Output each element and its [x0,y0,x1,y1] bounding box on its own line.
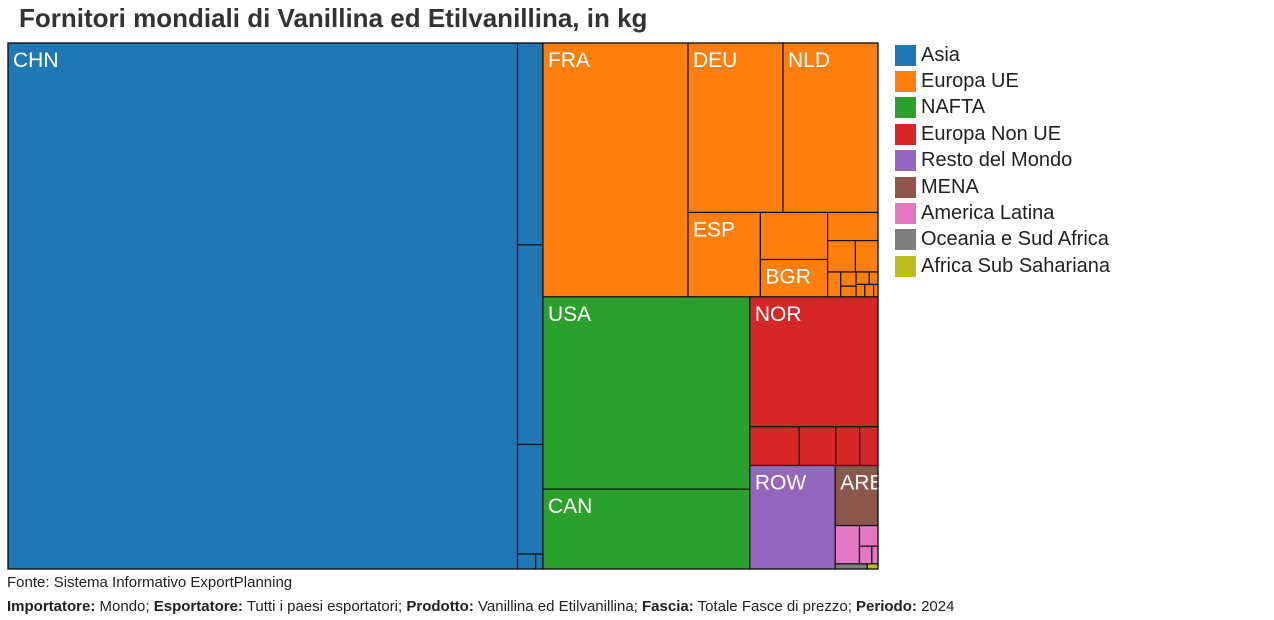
product-value: Vanillina ed Etilvanillina; [478,598,638,615]
legend-swatch [895,150,916,172]
treemap-tile[interactable] [542,42,689,298]
treemap-tile[interactable] [859,426,879,467]
treemap-tile[interactable] [516,42,544,246]
legend: Asia Europa UE NAFTA Europa Non UE Resto del… [895,42,1110,280]
treemap-tile[interactable] [759,211,829,261]
legend-item[interactable]: America Latina [895,200,1110,226]
treemap-tile[interactable] [840,271,857,287]
legend-swatch [895,44,916,66]
treemap-tile[interactable] [687,211,761,298]
tile-label: ROW [755,472,807,495]
period-value: 2024 [921,598,955,615]
treemap-tile[interactable] [749,296,879,428]
exporter-label: Esportatore: [153,598,243,615]
treemap-tile[interactable] [759,258,829,298]
treemap-tile[interactable] [855,271,870,286]
treemap-tile[interactable] [834,524,861,565]
treemap-tile[interactable] [871,545,879,565]
legend-label: Oceania e Sud Africa [921,228,1109,251]
treemap-tile[interactable] [866,563,879,570]
period-label: Periodo: [856,598,917,615]
chart-title: Fornitori mondiali di Vanillina ed Etilv… [19,3,648,33]
treemap-tile[interactable] [516,443,544,555]
treemap-frame [7,42,879,570]
treemap-tile[interactable] [826,239,857,273]
importer-value: Mondo; [99,598,150,615]
filter-summary: Importatore: Mondo; Esportatore: Tutti i… [7,598,954,615]
tile-label: CAN [548,495,592,518]
treemap-tile[interactable] [840,285,857,298]
treemap-tile[interactable] [749,464,836,570]
band-value: Totale Fasce di prezzo; [697,598,852,615]
treemap-tile[interactable] [516,553,537,570]
treemap-tile[interactable] [782,42,879,214]
treemap-tile[interactable] [855,283,866,298]
treemap-tile[interactable] [542,488,751,570]
legend-item[interactable]: MENA [895,174,1110,200]
tile-label: CHN [13,49,59,72]
tile-label: ARE [840,472,883,495]
treemap-tile[interactable] [854,239,879,273]
legend-item[interactable]: Resto del Mondo [895,148,1110,174]
treemap-tile[interactable] [826,271,842,298]
treemap-tile[interactable] [516,244,544,446]
band-label: Fascia: [642,598,694,615]
legend-label: MENA [921,175,979,198]
tile-label: ESP [693,218,735,241]
treemap-tile[interactable] [535,553,544,570]
source-note: Fonte: Sistema Informativo ExportPlannin… [7,574,293,591]
legend-item[interactable]: NAFTA [895,95,1110,121]
legend-item[interactable]: Europa Non UE [895,121,1110,147]
legend-swatch [895,71,916,93]
treemap-tile[interactable] [868,271,879,286]
importer-label: Importatore: [7,598,96,615]
product-label: Prodotto: [406,598,474,615]
treemap-tile[interactable] [834,563,868,570]
legend-swatch [895,97,916,119]
treemap-tile[interactable] [826,211,879,242]
tile-label: NOR [755,303,802,326]
legend-label: Europa Non UE [921,122,1062,145]
tile-label: USA [548,303,591,326]
treemap-tile[interactable] [542,296,751,490]
legend-label: Africa Sub Sahariana [921,254,1111,277]
treemap-tile[interactable] [798,426,837,467]
legend-item[interactable]: Asia [895,42,1110,68]
tile-label: DEU [693,49,737,72]
treemap-tile[interactable] [749,426,800,467]
legend-item[interactable]: Oceania e Sud Africa [895,227,1110,253]
treemap-tile[interactable] [873,283,879,298]
legend-swatch [895,176,916,198]
treemap-tile[interactable] [7,42,519,570]
tile-label: BGR [765,266,811,289]
treemap-tile[interactable] [858,545,873,565]
legend-swatch [895,229,916,251]
exporter-value: Tutti i paesi esportatori; [246,598,403,615]
treemap-tile[interactable] [834,464,879,527]
treemap-tile[interactable] [864,283,875,298]
legend-item[interactable]: Africa Sub Sahariana [895,253,1110,279]
legend-label: America Latina [921,202,1055,225]
treemap-tile[interactable] [858,524,879,547]
legend-label: Resto del Mondo [921,149,1073,172]
tile-label: NLD [788,49,830,72]
legend-label: Europa UE [921,70,1019,93]
tile-label: FRA [548,49,590,72]
legend-swatch [895,123,916,145]
legend-label: Asia [921,43,960,66]
treemap-tile[interactable] [835,426,861,467]
legend-item[interactable]: Europa UE [895,68,1110,94]
legend-swatch [895,203,916,225]
legend-label: NAFTA [921,96,986,119]
legend-swatch [895,255,916,277]
